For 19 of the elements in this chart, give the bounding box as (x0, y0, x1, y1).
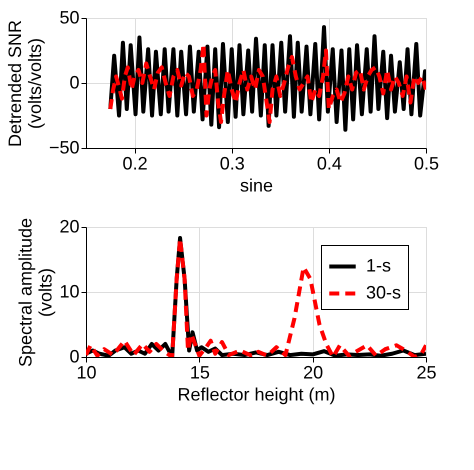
y-axis-title: Detrended SNR (volts/volts) (4, 20, 45, 148)
x-tick-label: 0.3 (220, 154, 245, 174)
y-tick-label: 0 (69, 72, 80, 92)
x-tick-label: 20 (303, 362, 324, 382)
y-tick-label: −50 (48, 138, 80, 158)
x-axis-title: Reflector height (m) (177, 384, 336, 404)
x-tick-label: 0.4 (316, 154, 342, 174)
legend-label: 30-s (366, 282, 402, 302)
y-axis-title: Spectral amplitude (volts) (15, 218, 56, 368)
y-tick-label: 50 (59, 8, 80, 28)
y-tick-label: 10 (59, 282, 80, 302)
x-tick-label: 25 (416, 362, 437, 382)
x-tick-label: 0.2 (122, 154, 148, 174)
x-tick-label: 0.5 (414, 154, 440, 174)
x-axis-title: sine (240, 176, 274, 196)
y-tick-label: 0 (69, 346, 80, 366)
y-tick-label: 20 (59, 216, 80, 236)
legend-label: 1-s (366, 256, 392, 276)
x-tick-label: 15 (190, 362, 210, 382)
